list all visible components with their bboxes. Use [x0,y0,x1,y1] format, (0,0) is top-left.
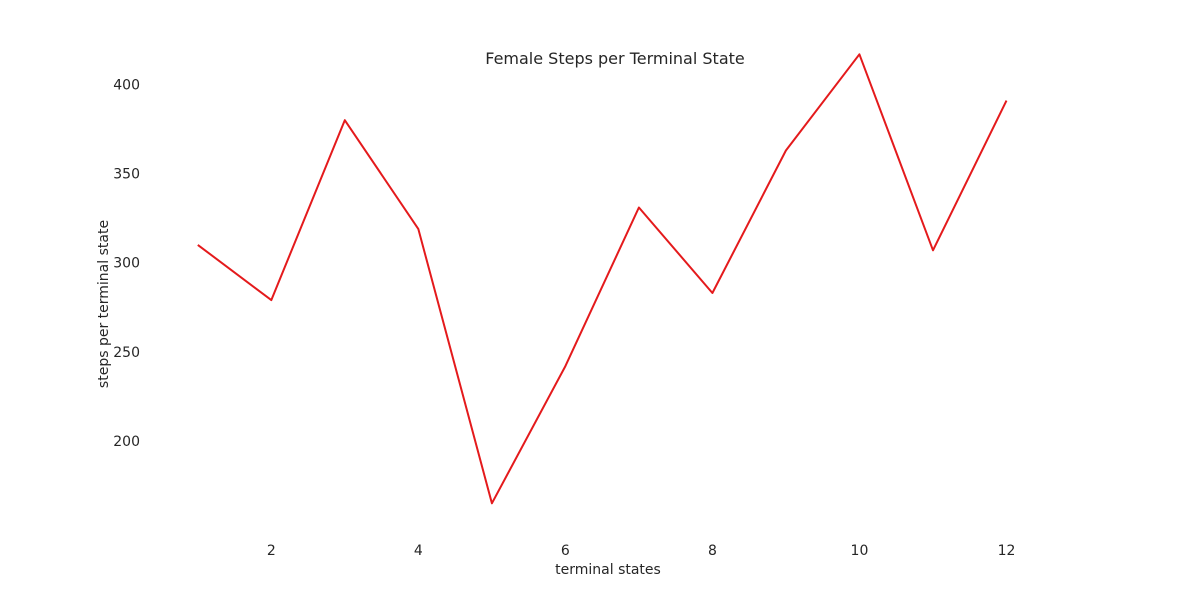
y-tick-label: 300 [113,256,140,272]
y-axis-label: steps per terminal state [96,220,112,388]
y-tick-label: 200 [113,434,140,450]
x-tick-label: 12 [998,543,1016,559]
chart-title: Female Steps per Terminal State [485,49,745,68]
x-tick-label: 8 [708,543,717,559]
y-tick-label: 400 [113,78,140,94]
y-tick-label: 250 [113,345,140,361]
series-layer [197,53,1008,505]
x-axis-label: terminal states [555,562,661,578]
x-tick-label: 4 [414,543,423,559]
y-tick-label: 350 [113,167,140,183]
series-line [197,53,1008,505]
x-axis-ticks: 2 4 6 8 10 12 [267,543,1016,559]
y-axis-ticks: 200 250 300 350 400 [113,78,140,450]
x-tick-label: 2 [267,543,276,559]
x-tick-label: 10 [851,543,869,559]
x-tick-label: 6 [561,543,570,559]
